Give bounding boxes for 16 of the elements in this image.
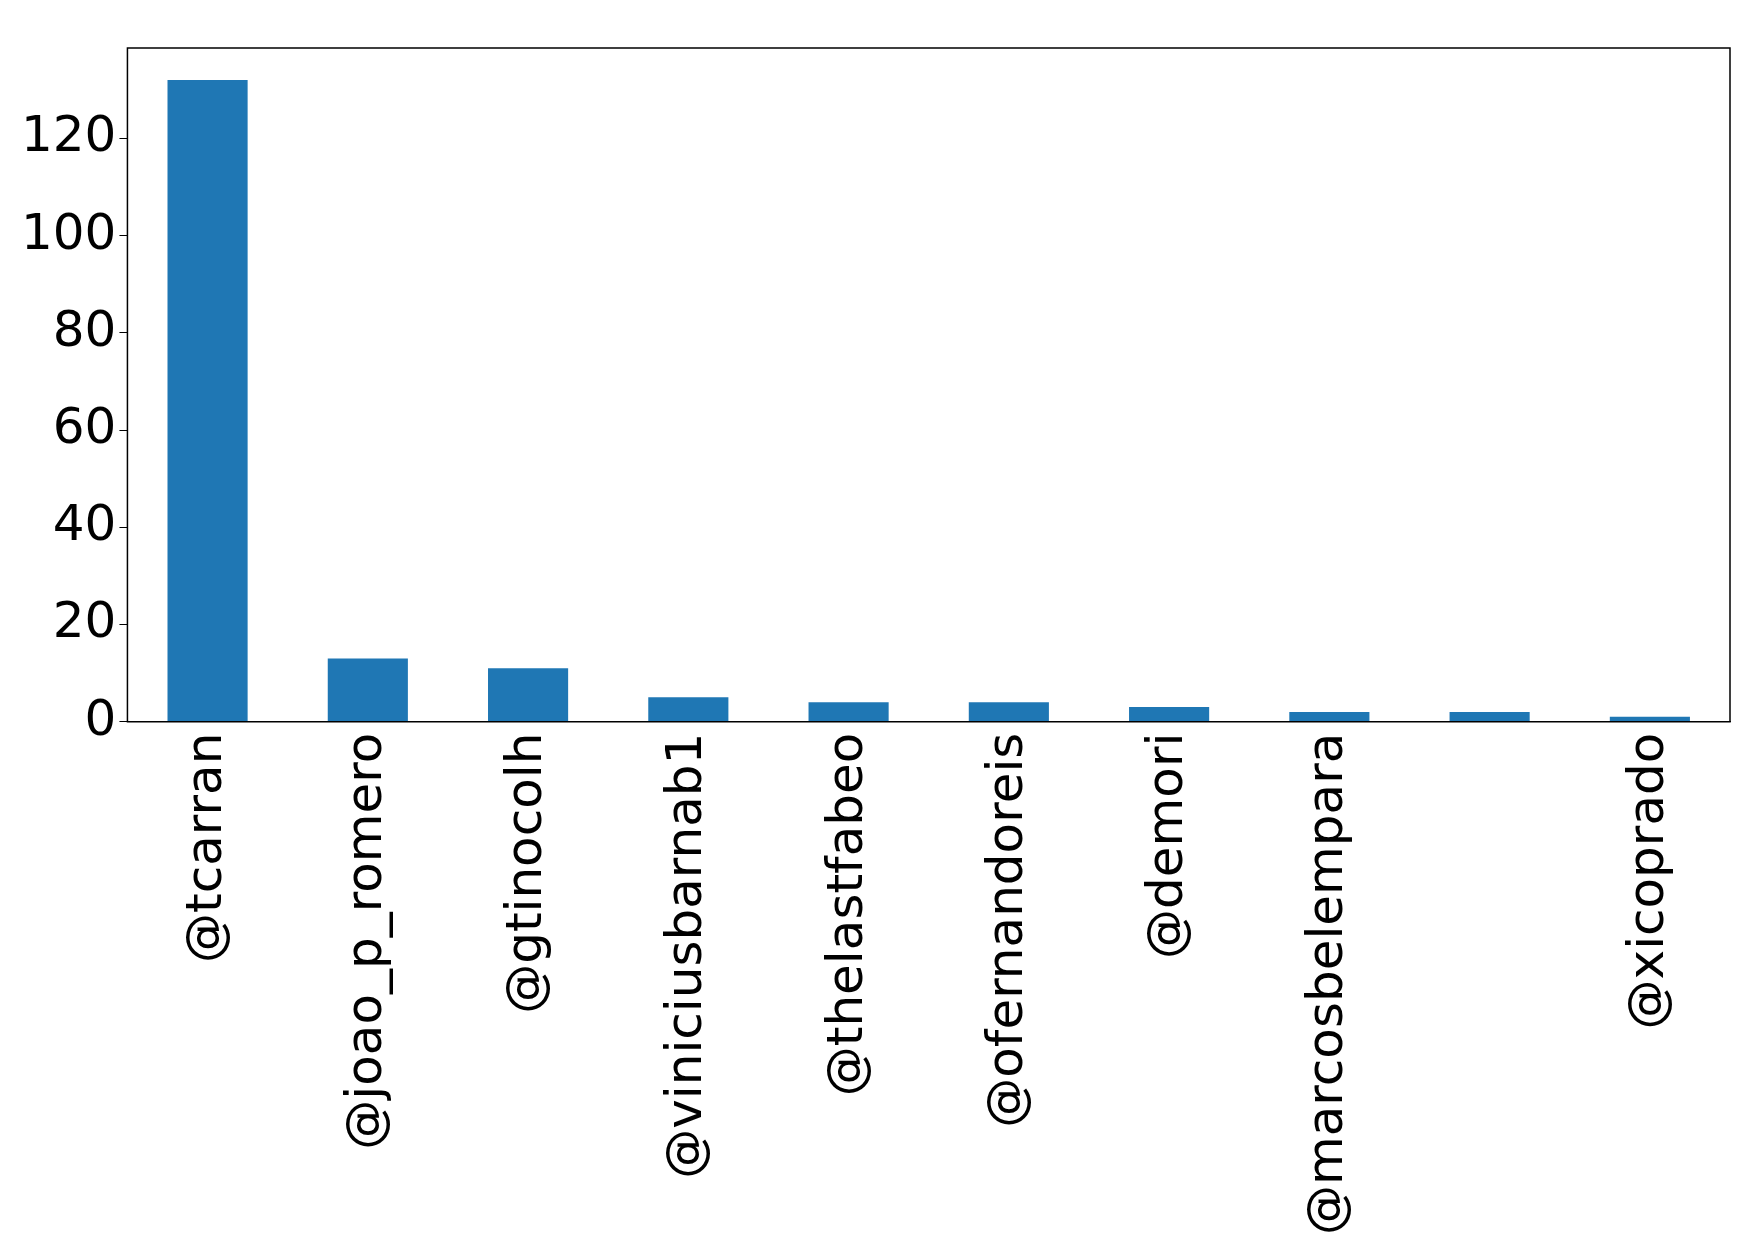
x-tick-label: @gtinocolh <box>495 732 554 1014</box>
x-tick-label: @viniciusbarnab1 <box>655 732 714 1179</box>
x-tick-label: @thelastfabeo <box>815 732 874 1097</box>
y-tick-label: 60 <box>52 397 117 455</box>
y-tick-label: 100 <box>21 202 117 261</box>
x-tick-label: @marcosbelempara <box>1296 732 1355 1236</box>
y-tick-label: 40 <box>52 494 117 553</box>
x-tick-label: @joao_p_romero <box>334 732 393 1150</box>
y-tick-label: 120 <box>21 105 117 164</box>
x-tick-label: @ofernandoreis <box>975 732 1034 1128</box>
y-tick-label: 0 <box>84 688 117 747</box>
x-tick-label: @tcarran <box>174 732 233 963</box>
x-tick-label: @xicoprado <box>1616 732 1675 1030</box>
x-tick-label: @demori <box>1136 732 1195 959</box>
y-tick-label: 20 <box>52 591 117 650</box>
y-tick-label: 80 <box>52 299 117 358</box>
